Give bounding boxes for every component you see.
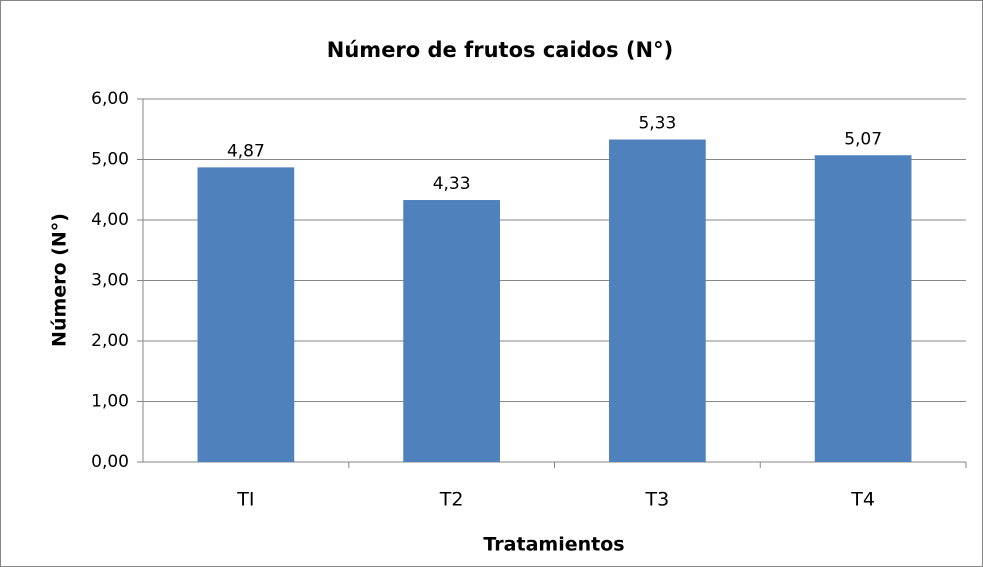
y-tick-label: 1,00 — [91, 392, 129, 412]
chart-title: Número de frutos caidos (N°) — [327, 38, 673, 62]
y-tick-label: 4,00 — [91, 210, 129, 230]
y-tick-label: 6,00 — [91, 89, 129, 109]
data-label: 5,33 — [638, 114, 676, 134]
bar — [403, 200, 500, 462]
y-tick-label: 0,00 — [91, 452, 129, 472]
y-axis-label: Número (N°) — [49, 213, 71, 347]
x-tick-label: TI — [236, 489, 254, 511]
bar — [609, 139, 706, 462]
x-tick-label: T3 — [645, 489, 670, 511]
y-tick-label: 2,00 — [91, 331, 129, 351]
data-label: 4,33 — [433, 174, 471, 194]
bar — [814, 155, 912, 462]
bar — [197, 167, 295, 463]
x-tick-label: T4 — [850, 489, 875, 511]
x-axis-label: Tratamientos — [483, 534, 624, 556]
data-label: 5,07 — [844, 129, 882, 149]
data-label: 4,87 — [227, 141, 265, 161]
y-tick-label: 5,00 — [91, 150, 129, 170]
y-tick-label: 3,00 — [91, 271, 129, 291]
x-tick-label: T2 — [439, 489, 464, 511]
